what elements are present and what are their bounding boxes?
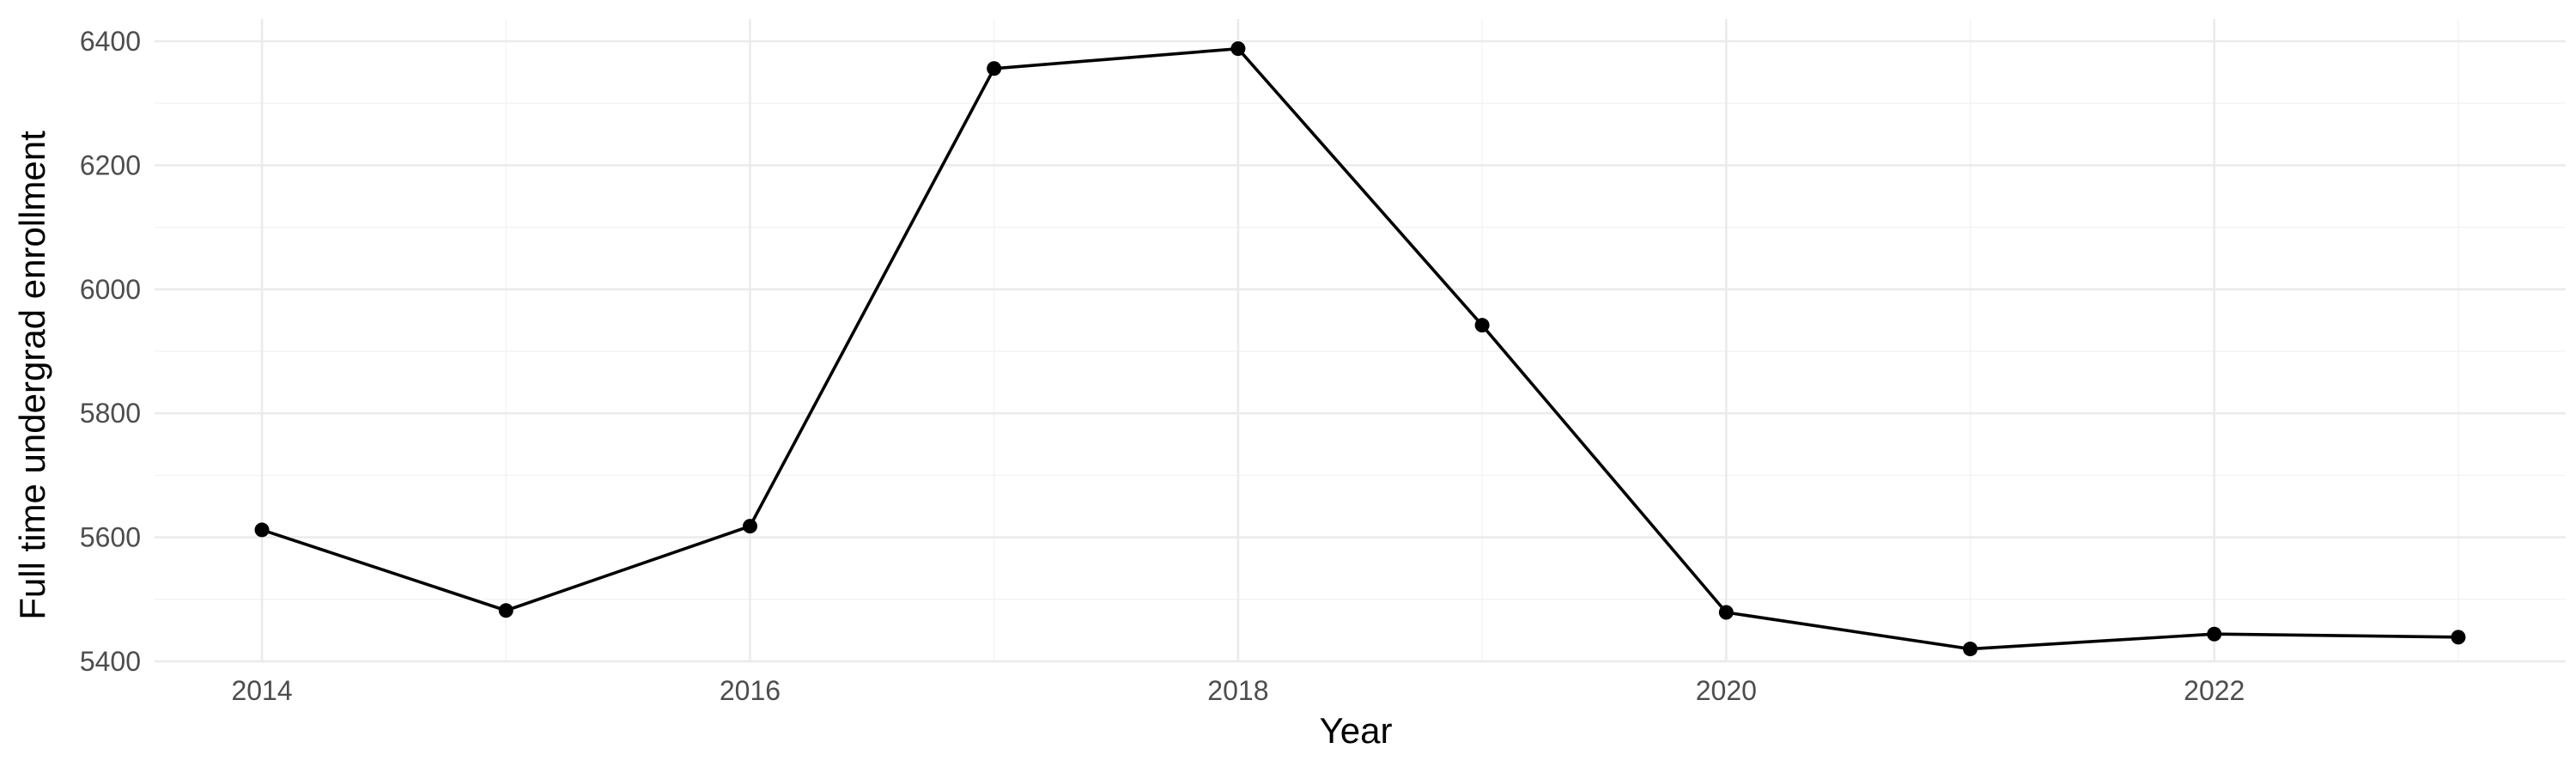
data-point: [2451, 630, 2466, 645]
y-tick-label: 5600: [80, 522, 141, 553]
data-points: [254, 41, 2466, 657]
data-point: [498, 603, 513, 618]
y-tick-label: 6000: [80, 274, 141, 305]
data-point: [742, 519, 757, 534]
x-tick-label: 2020: [1696, 675, 1757, 706]
y-tick-label: 6400: [80, 26, 141, 57]
y-axis-ticks: 5400 5600 5800 6000 6200 6400: [80, 26, 141, 677]
data-point: [254, 522, 270, 538]
x-tick-label: 2014: [231, 675, 292, 706]
y-tick-label: 6200: [80, 149, 141, 180]
enrollment-line: [261, 46, 2458, 651]
y-tick-label: 5400: [80, 646, 141, 677]
x-tick-label: 2022: [2184, 675, 2245, 706]
data-point: [1474, 318, 1490, 333]
x-axis-ticks: 2014 2016 2018 2020 2022: [231, 675, 2245, 706]
data-point: [987, 61, 1002, 76]
x-tick-label: 2016: [720, 675, 781, 706]
y-axis-title: Full time undergrad enrollment: [12, 131, 52, 620]
data-point: [1718, 605, 1734, 620]
x-tick-label: 2018: [1207, 675, 1268, 706]
x-axis-title: Year: [1320, 710, 1393, 751]
grid: [155, 19, 2566, 663]
data-point: [1230, 41, 1246, 57]
y-tick-label: 5800: [80, 398, 141, 429]
data-point: [2207, 626, 2222, 642]
data-point: [1963, 642, 1978, 657]
